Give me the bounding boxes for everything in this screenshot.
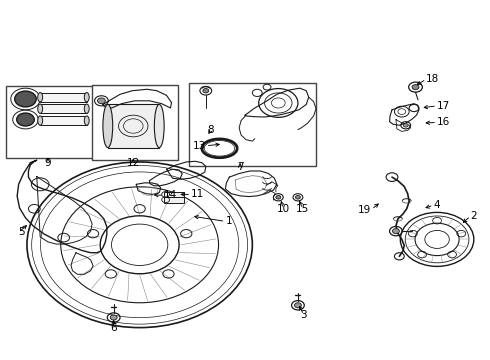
Circle shape [17, 113, 34, 126]
Bar [189, 83, 316, 166]
Ellipse shape [84, 104, 89, 113]
Text: 16: 16 [437, 117, 450, 127]
Circle shape [412, 85, 419, 90]
Text: 13: 13 [193, 141, 206, 151]
Text: 10: 10 [277, 204, 290, 214]
Text: 6: 6 [110, 323, 117, 333]
Circle shape [392, 229, 399, 234]
Text: 8: 8 [207, 125, 214, 135]
Circle shape [276, 195, 281, 199]
Bar [6, 86, 99, 158]
Bar [164, 197, 184, 203]
Bar [108, 104, 159, 148]
Circle shape [110, 315, 117, 320]
Bar [164, 192, 184, 197]
Ellipse shape [84, 116, 89, 125]
Text: 3: 3 [300, 310, 307, 320]
Circle shape [98, 98, 105, 104]
Circle shape [15, 91, 36, 107]
Text: 14: 14 [164, 190, 177, 200]
Circle shape [295, 195, 300, 199]
Bar [40, 104, 87, 113]
Circle shape [403, 123, 408, 127]
Circle shape [294, 303, 301, 308]
Bar [40, 93, 87, 102]
Ellipse shape [38, 116, 43, 125]
Ellipse shape [103, 104, 113, 148]
Bar [40, 116, 87, 125]
Circle shape [203, 89, 209, 93]
Ellipse shape [84, 93, 89, 102]
Text: 12: 12 [126, 158, 140, 168]
Text: 5: 5 [19, 227, 25, 237]
Text: 19: 19 [358, 204, 371, 215]
Text: 9: 9 [45, 158, 51, 168]
Bar [92, 85, 178, 160]
Text: 17: 17 [437, 101, 450, 111]
Ellipse shape [154, 104, 164, 148]
Text: 1: 1 [225, 216, 232, 226]
Text: 2: 2 [470, 211, 477, 221]
Ellipse shape [38, 93, 43, 102]
Text: 18: 18 [426, 74, 440, 84]
Ellipse shape [38, 104, 43, 113]
Text: 4: 4 [434, 200, 441, 210]
Text: 7: 7 [237, 162, 244, 172]
Text: 15: 15 [296, 204, 310, 214]
Text: 11: 11 [191, 189, 204, 199]
